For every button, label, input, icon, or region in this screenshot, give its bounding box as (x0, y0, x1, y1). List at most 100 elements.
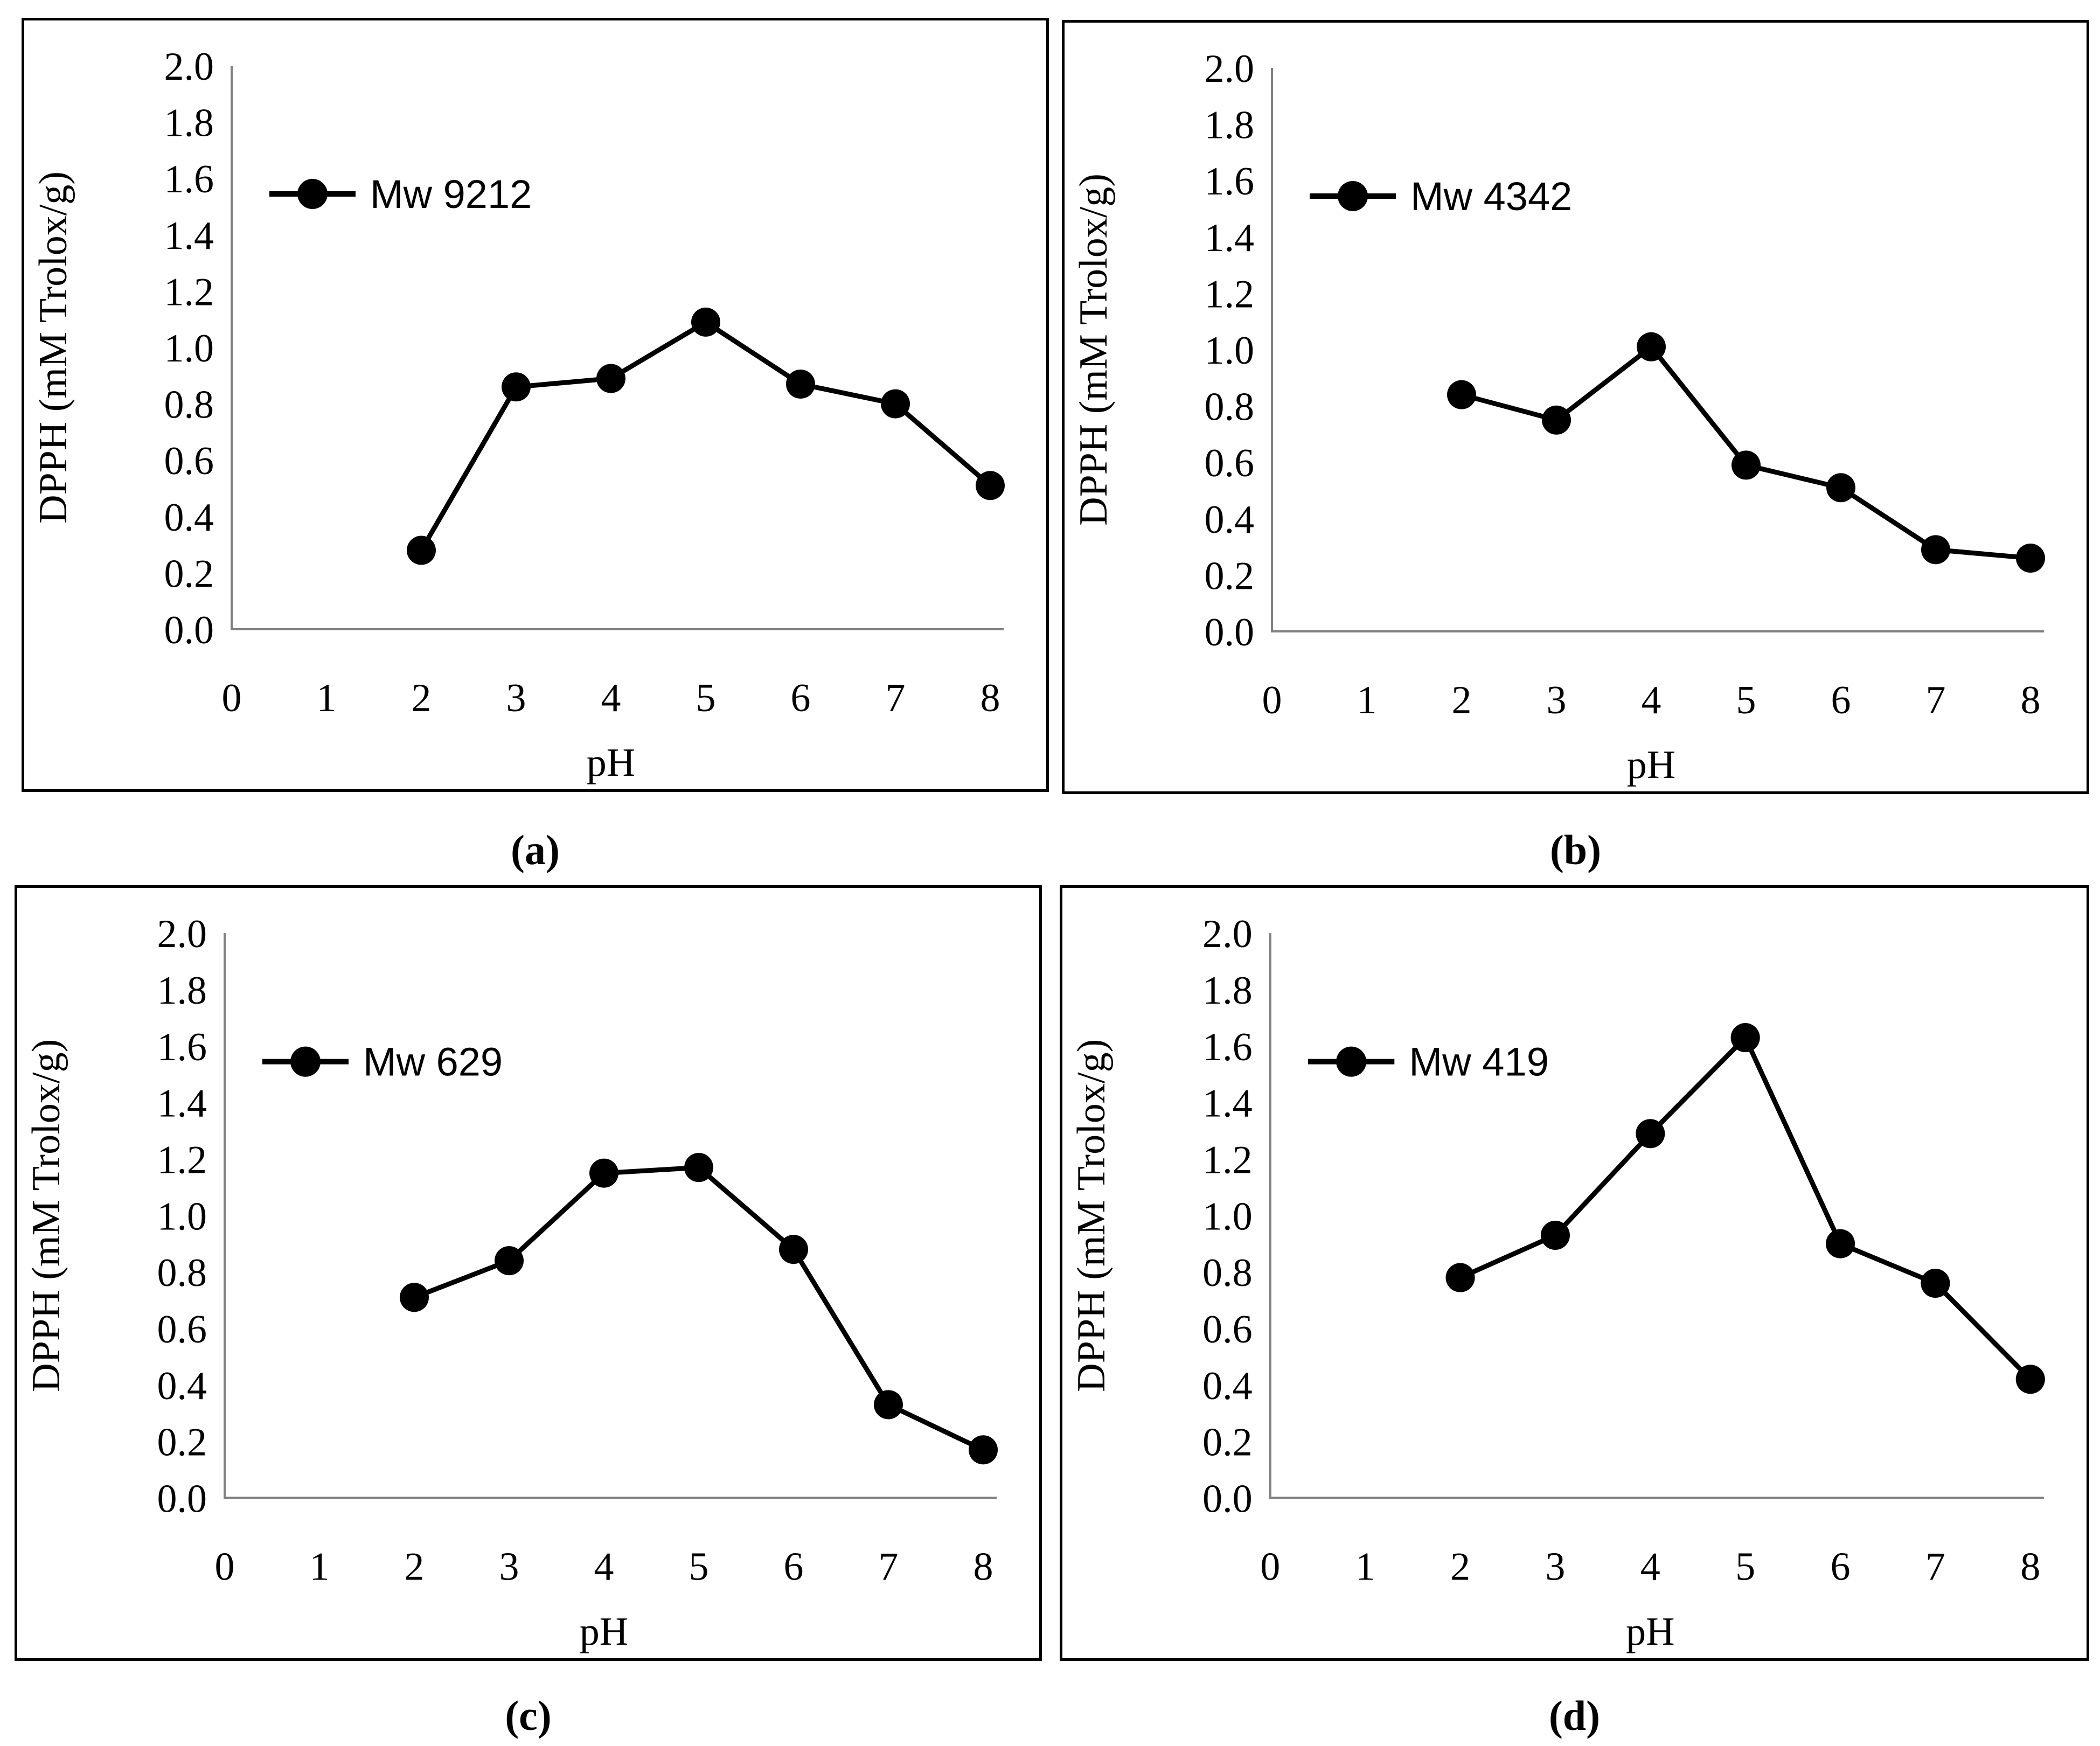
x-tick-label: 5 (689, 1545, 709, 1589)
data-point (1921, 1269, 1950, 1298)
x-tick-label: 2 (1452, 678, 1472, 722)
y-tick-label: 1.4 (1205, 216, 1255, 260)
y-tick-label: 0.8 (1205, 385, 1255, 429)
legend-marker (290, 1046, 321, 1077)
y-tick-label: 0.8 (1202, 1251, 1253, 1295)
panel-a: 0.0 0.2 0.4 0.6 0.8 1.0 1.2 1.4 1.6 1.8 2.0 0 1 2 3 4 5 6… (22, 18, 1049, 792)
chart-b: 0.0 0.2 0.4 0.6 0.8 1.0 1.2 1.4 1.6 1.8 2.0 0 1 2 3 4 5 6… (1072, 47, 2045, 787)
data-point (400, 1283, 429, 1312)
legend-marker (297, 179, 328, 209)
x-tick-label: 7 (1926, 678, 1946, 722)
chart-c: 0.0 0.2 0.4 0.6 0.8 1.0 1.2 1.4 1.6 1.8 2.0 0 1 2 3 4 5 6… (24, 912, 998, 1654)
data-point (1540, 1220, 1570, 1250)
y-tick-label: 1.2 (164, 270, 214, 314)
data-point (1445, 1263, 1475, 1292)
y-tick-label: 0.0 (1205, 610, 1255, 655)
series-line (1459, 1033, 2032, 1381)
y-tick-label: 1.8 (157, 969, 207, 1013)
x-tick-label: 0 (222, 676, 242, 720)
chart-a: 0.0 0.2 0.4 0.6 0.8 1.0 1.2 1.4 1.6 1.8 2.0 0 1 2 3 4 5 6… (31, 45, 1005, 785)
y-tick-label: 1.4 (164, 214, 214, 258)
x-tick-label: 2 (412, 676, 432, 720)
x-tick-label: 2 (1450, 1545, 1470, 1589)
y-tick-label: 1.8 (164, 101, 214, 145)
y-tick-label: 1.0 (1202, 1194, 1253, 1239)
data-point (1542, 405, 1571, 435)
y-tick-label: 0.2 (1202, 1421, 1253, 1465)
y-tick-label: 0.6 (157, 1307, 207, 1352)
y-tick-label: 0.2 (164, 552, 214, 596)
x-tick-label: 3 (506, 676, 526, 720)
data-point (786, 369, 815, 399)
y-tick-label: 0.2 (157, 1421, 207, 1465)
x-tick-label: 8 (973, 1545, 993, 1589)
data-point (1921, 535, 1950, 565)
x-tick-label: 6 (1830, 1545, 1850, 1589)
x-tick-label: 1 (317, 676, 337, 720)
data-point (1826, 473, 1855, 503)
panel-b: 0.0 0.2 0.4 0.6 0.8 1.0 1.2 1.4 1.6 1.8 2.0 0 1 2 3 4 5 6… (1062, 20, 2089, 794)
y-axis-title: DPPH (mM Trolox/g) (24, 1039, 68, 1392)
legend-label: Mw 9212 (370, 172, 532, 217)
x-tick-label: 4 (594, 1545, 614, 1589)
x-tick-label: 3 (499, 1545, 519, 1589)
data-point (691, 307, 720, 337)
y-tick-label: 2.0 (1202, 912, 1253, 956)
x-tick-label: 1 (1357, 678, 1377, 722)
y-tick-label: 2.0 (1205, 47, 1255, 91)
x-tick-label: 6 (1831, 678, 1851, 722)
data-point (2016, 544, 2045, 573)
data-point (1447, 380, 1476, 409)
data-point (589, 1158, 618, 1188)
x-tick-label: 6 (784, 1545, 804, 1589)
x-tick-label: 7 (1925, 1545, 1945, 1589)
x-tick-label: 1 (310, 1545, 330, 1589)
y-tick-label: 1.6 (164, 157, 214, 201)
y-tick-label: 0.0 (157, 1477, 207, 1521)
data-point (596, 364, 625, 393)
caption-a: (a) (511, 826, 560, 873)
x-axis-title: pH (1627, 743, 1675, 787)
y-tick-label: 0.0 (164, 608, 214, 652)
y-axis-title: DPPH (mM Trolox/g) (31, 171, 75, 524)
caption-b: (b) (1549, 826, 1602, 873)
data-point (779, 1235, 808, 1264)
y-tick-label: 1.8 (1202, 969, 1253, 1013)
y-tick-label: 0.0 (1202, 1477, 1253, 1521)
y-tick-label: 0.4 (164, 496, 214, 540)
y-tick-label: 1.2 (157, 1138, 207, 1182)
y-tick-label: 0.6 (1205, 441, 1255, 485)
data-point (1637, 332, 1666, 361)
data-point (874, 1390, 903, 1420)
y-tick-label: 1.8 (1205, 103, 1255, 148)
x-tick-label: 4 (1640, 1545, 1660, 1589)
x-axis-title: pH (580, 1610, 628, 1654)
y-tick-label: 1.4 (1202, 1082, 1253, 1126)
y-tick-label: 1.4 (157, 1082, 207, 1126)
data-point (969, 1435, 998, 1465)
y-tick-label: 1.6 (157, 1025, 207, 1069)
data-point (1732, 450, 1761, 480)
panel-d: 0.0 0.2 0.4 0.6 0.8 1.0 1.2 1.4 1.6 1.8 2.0 0 1 2 3 4 5 6… (1060, 885, 2089, 1661)
y-tick-label: 0.8 (164, 383, 214, 427)
y-axis-title: DPPH (mM Trolox/g) (1072, 173, 1116, 526)
caption-c: (c) (505, 1692, 552, 1739)
x-tick-label: 4 (601, 676, 621, 720)
x-tick-label: 0 (1262, 678, 1282, 722)
legend-marker (1336, 1046, 1367, 1077)
y-tick-label: 0.6 (1202, 1307, 1253, 1352)
y-tick-label: 0.4 (1202, 1364, 1253, 1408)
x-tick-label: 7 (886, 676, 906, 720)
y-tick-label: 2.0 (157, 912, 207, 956)
x-axis-title: pH (587, 741, 635, 785)
x-tick-label: 8 (2021, 678, 2041, 722)
y-axis-title: DPPH (mM Trolox/g) (1069, 1039, 1114, 1392)
x-tick-label: 2 (405, 1545, 425, 1589)
x-tick-label: 1 (1355, 1545, 1375, 1589)
data-point (684, 1153, 713, 1182)
y-tick-label: 1.0 (1205, 329, 1255, 373)
x-tick-label: 5 (696, 676, 716, 720)
y-tick-label: 0.4 (157, 1364, 207, 1408)
y-tick-label: 0.4 (1205, 498, 1255, 542)
